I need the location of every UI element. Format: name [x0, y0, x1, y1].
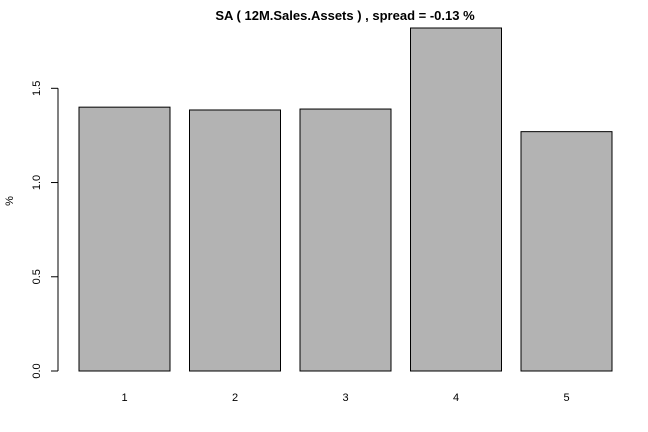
y-tick-label: 0.5: [31, 269, 43, 284]
x-axis-labels: 1 2 3 4 5: [121, 392, 569, 404]
y-tick-label: 0.0: [31, 363, 43, 378]
bar-1: [78, 106, 171, 372]
bar-3: [299, 108, 392, 372]
y-tick-label: 1.5: [31, 81, 43, 96]
bars-layer: [78, 27, 613, 372]
bar-2: [189, 109, 281, 372]
x-tick-label-5: 5: [563, 392, 569, 404]
y-tick-label: 1.0: [31, 175, 43, 190]
y-axis-title: %: [4, 196, 16, 206]
chart-title: SA ( 12M.Sales.Assets ) , spread = -0.13…: [215, 8, 475, 23]
x-tick-label-1: 1: [121, 392, 127, 404]
bar-5: [520, 131, 613, 372]
y-axis: 0.0 0.5 1.0 1.5: [31, 81, 59, 379]
x-tick-label-4: 4: [453, 392, 459, 404]
bar-4: [410, 27, 502, 372]
x-tick-label-3: 3: [342, 392, 348, 404]
x-tick-label-2: 2: [232, 392, 238, 404]
